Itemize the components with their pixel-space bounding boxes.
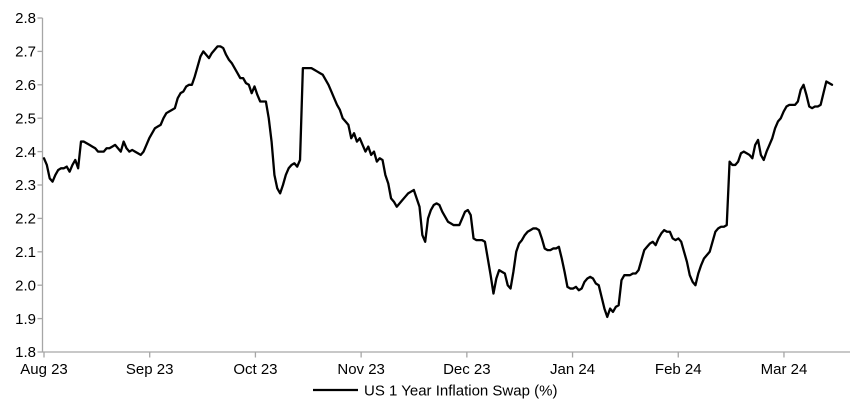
legend-label: US 1 Year Inflation Swap (%) [364,383,557,400]
x-axis-tick-label: Oct 23 [233,361,277,378]
y-axis-tick-label: 1.9 [15,311,36,328]
x-axis-tick-label: Nov 23 [337,361,385,378]
series-layer [42,45,834,319]
y-axis-tick-label: 1.8 [15,344,36,361]
x-axis-tick-label: Feb 24 [655,361,702,378]
y-axis-tick-label: 2.0 [15,277,36,294]
y-axis-tick-label: 2.2 [15,211,36,228]
y-axis-tick-label: 2.3 [15,177,36,194]
y-axis-tick-label: 2.5 [15,110,36,127]
legend: US 1 Year Inflation Swap (%) [313,383,557,400]
x-axis-tick-label: Sep 23 [126,361,174,378]
y-axis-tick-label: 2.7 [15,44,36,61]
y-axis-tick-label: 2.6 [15,77,36,94]
y-axis-tick-label: 2.8 [15,10,36,27]
axis-labels: 1.8 1.9 2.0 2.1 2.2 2.3 2.4 2.5 2.6 2.7 2.8 Aug 23 S… [15,10,807,378]
x-axis-tick-label: Dec 23 [443,361,491,378]
y-axis-tick-label: 2.1 [15,244,36,261]
x-axis-tick-label: Aug 23 [20,361,68,378]
x-axis-tick-label: Jan 24 [550,361,595,378]
x-axis-tick-label: Mar 24 [761,361,808,378]
axes [37,17,850,358]
inflation-swap-line [42,45,834,319]
y-axis-tick-label: 2.4 [15,144,36,161]
